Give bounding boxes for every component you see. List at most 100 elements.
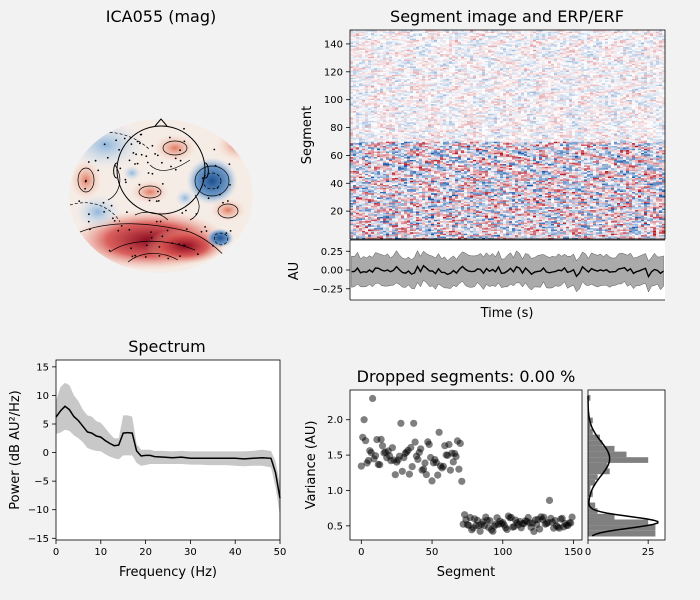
- segment-cell: [557, 233, 561, 236]
- segment-cell: [437, 232, 441, 234]
- segment-cell: [551, 195, 555, 198]
- segment-cell: [437, 177, 441, 180]
- segment-cell: [380, 197, 384, 199]
- segment-cell: [641, 191, 645, 194]
- segment-cell: [611, 187, 615, 190]
- segment-cell: [428, 216, 432, 219]
- segment-cell: [590, 195, 594, 198]
- segment-cell: [617, 233, 621, 236]
- segment-cell: [413, 212, 417, 215]
- segment-cell: [407, 232, 411, 234]
- segment-cell: [374, 181, 378, 184]
- segment-cell: [521, 198, 525, 201]
- segment-cell: [440, 222, 444, 224]
- segment-cell: [557, 225, 561, 227]
- segment-cell: [599, 236, 603, 238]
- segment-cell: [473, 179, 477, 181]
- segment-cell: [554, 215, 558, 217]
- segment-cell: [635, 201, 639, 204]
- segment-cell: [533, 204, 537, 206]
- segment-cell: [632, 195, 636, 198]
- segment-cell: [506, 234, 510, 237]
- segment-cell: [635, 223, 639, 226]
- segment-cell: [623, 232, 627, 234]
- segment-cell: [482, 183, 486, 185]
- segment-cell: [410, 232, 414, 234]
- segment-cell: [593, 220, 597, 223]
- topomap-sensors: [78, 127, 232, 260]
- segment-cell: [413, 211, 417, 213]
- segment-cell: [629, 208, 633, 211]
- segment-cell: [431, 179, 435, 181]
- sensor-dot: [161, 161, 163, 164]
- segment-cell: [383, 186, 387, 188]
- segment-cell: [416, 225, 420, 227]
- segment-cell: [464, 183, 468, 185]
- segment-cell: [563, 186, 567, 188]
- segment-cell: [515, 193, 519, 195]
- segment-cell: [407, 230, 411, 233]
- segment-cell: [638, 202, 642, 205]
- segment-cell: [656, 190, 660, 192]
- segment-cell: [542, 236, 546, 238]
- segment-cell: [629, 236, 633, 238]
- segment-cell: [386, 194, 390, 197]
- segment-cell: [506, 176, 510, 178]
- segment-cell: [635, 174, 639, 177]
- segment-cell: [455, 188, 459, 191]
- segment-cell: [485, 237, 489, 240]
- segment-cell: [455, 181, 459, 184]
- segment-cell: [383, 222, 387, 224]
- segment-cell: [569, 197, 573, 199]
- segment-cell: [434, 174, 438, 177]
- segment-cell: [521, 177, 525, 180]
- segment-cell: [452, 209, 456, 212]
- segment-cell: [536, 236, 540, 238]
- segment-cell: [470, 206, 474, 209]
- segment-cell: [479, 222, 483, 224]
- segment-cell: [605, 194, 609, 197]
- segment-cell: [653, 197, 657, 199]
- segment-cell: [458, 220, 462, 223]
- segment-cell: [416, 187, 420, 190]
- segment-cell: [365, 177, 369, 180]
- segment-cell: [608, 232, 612, 234]
- segment-cell: [473, 201, 477, 204]
- segment-cell: [350, 180, 354, 183]
- segment-cell: [464, 216, 468, 219]
- segment-cell: [440, 202, 444, 205]
- segment-cell: [473, 190, 477, 192]
- segment-cell: [566, 232, 570, 234]
- segment-cell: [422, 177, 426, 180]
- segment-cell: [650, 199, 654, 202]
- segment-cell: [602, 193, 606, 195]
- segment-cell: [611, 225, 615, 227]
- segment-cell: [647, 193, 651, 195]
- segment-cell: [611, 199, 615, 202]
- segment-cell: [536, 209, 540, 212]
- segment-cell: [578, 236, 582, 238]
- segment-cell: [479, 177, 483, 180]
- segment-cell: [548, 184, 552, 187]
- segment-cell: [356, 236, 360, 238]
- segment-cell: [566, 179, 570, 181]
- segment-cell: [470, 218, 474, 220]
- segment-cell: [572, 206, 576, 209]
- segment-cell: [605, 206, 609, 209]
- segment-cell: [656, 230, 660, 233]
- segment-cell: [401, 199, 405, 202]
- segment-cell: [509, 190, 513, 192]
- segment-cell: [461, 233, 465, 236]
- segment-cell: [647, 219, 651, 222]
- segment-cell: [470, 190, 474, 192]
- segment-cell: [590, 205, 594, 208]
- segment-cell: [620, 195, 624, 198]
- segment-cell: [623, 177, 627, 180]
- segment-cell: [452, 234, 456, 237]
- segment-cell: [401, 202, 405, 205]
- segment-cell: [647, 188, 651, 191]
- segment-cell: [422, 198, 426, 201]
- segment-cell: [458, 187, 462, 190]
- segment-cell: [626, 176, 630, 178]
- segment-cell: [488, 183, 492, 185]
